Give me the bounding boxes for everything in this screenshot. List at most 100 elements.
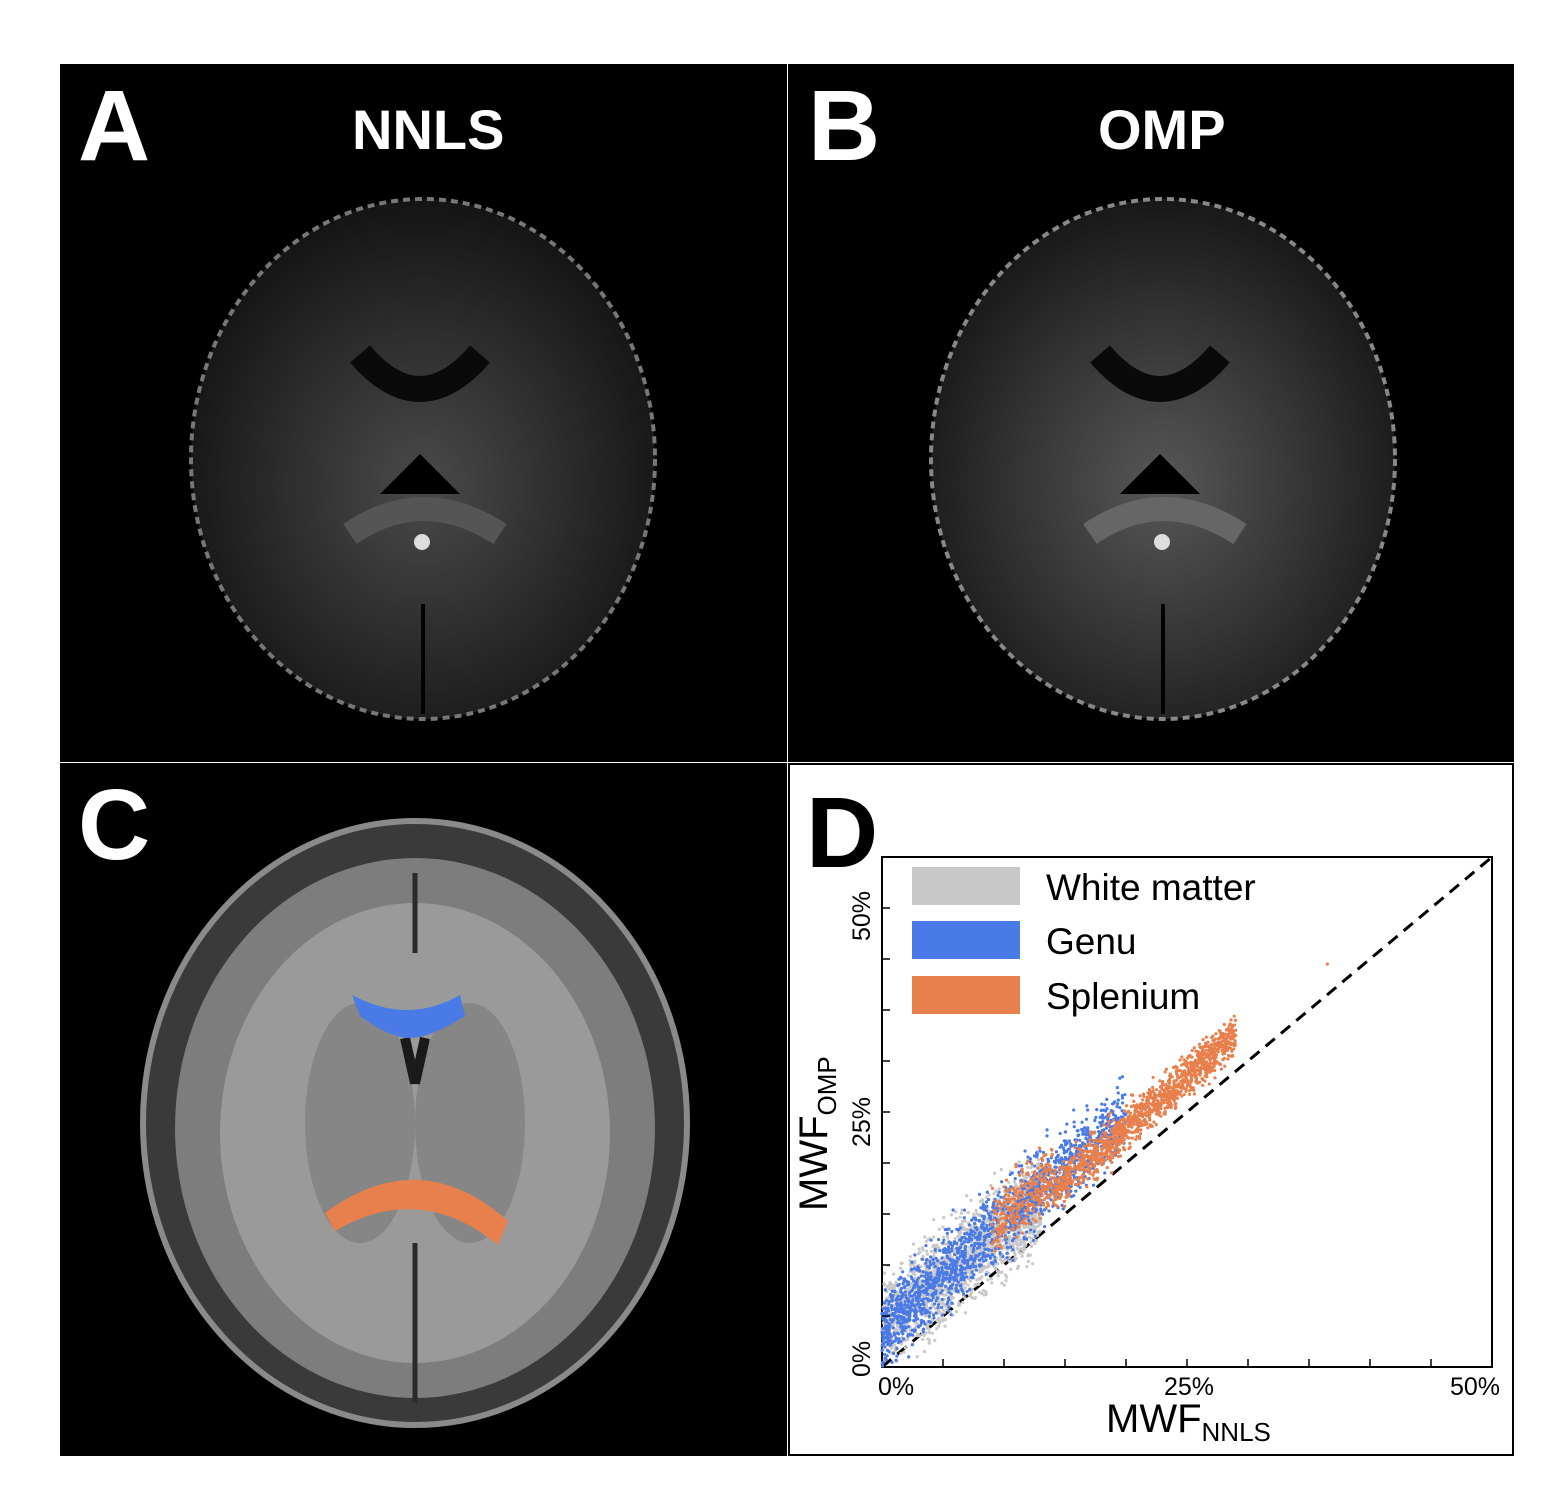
data-point-splenium bbox=[1058, 1175, 1062, 1180]
data-point-genu bbox=[907, 1355, 911, 1359]
data-point-splenium bbox=[1064, 1183, 1068, 1187]
data-point-splenium bbox=[1163, 1106, 1167, 1110]
data-point-genu bbox=[1083, 1132, 1087, 1136]
data-point-splenium bbox=[1210, 1042, 1214, 1047]
data-point-splenium bbox=[1232, 1014, 1236, 1018]
data-point-genu bbox=[947, 1266, 951, 1270]
data-point-genu bbox=[902, 1286, 907, 1290]
data-point-genu bbox=[917, 1288, 921, 1292]
data-point-splenium bbox=[1056, 1178, 1060, 1182]
data-point-splenium bbox=[1136, 1120, 1141, 1124]
data-point-genu bbox=[1072, 1125, 1076, 1129]
data-point-genu bbox=[1115, 1105, 1119, 1109]
data-point-genu bbox=[1111, 1110, 1115, 1114]
data-point-white-matter bbox=[912, 1261, 917, 1265]
data-point-splenium bbox=[1169, 1093, 1174, 1097]
data-point-white-matter bbox=[1036, 1158, 1041, 1162]
data-point-splenium bbox=[1152, 1107, 1156, 1111]
data-point-splenium bbox=[1047, 1184, 1051, 1188]
data-point-genu bbox=[920, 1284, 924, 1288]
data-point-splenium bbox=[996, 1232, 1000, 1237]
data-point-genu bbox=[930, 1293, 934, 1297]
data-point-splenium bbox=[1066, 1165, 1070, 1169]
scatter-plot bbox=[880, 855, 1493, 1369]
data-point-white-matter bbox=[1024, 1176, 1029, 1180]
data-point-splenium bbox=[1175, 1089, 1179, 1093]
data-point-splenium bbox=[1151, 1095, 1156, 1099]
data-point-white-matter bbox=[895, 1324, 900, 1328]
data-point-genu bbox=[955, 1250, 959, 1254]
data-point-genu bbox=[916, 1276, 921, 1280]
data-point-white-matter bbox=[899, 1266, 903, 1270]
panel-c-t1-segmentation: C bbox=[60, 763, 787, 1456]
data-point-genu bbox=[941, 1313, 945, 1317]
data-point-white-matter bbox=[997, 1187, 1001, 1191]
data-point-genu bbox=[901, 1291, 905, 1296]
data-point-splenium bbox=[1103, 1145, 1107, 1150]
data-point-splenium bbox=[1222, 1050, 1226, 1054]
data-point-genu bbox=[884, 1299, 889, 1303]
data-point-genu bbox=[912, 1293, 917, 1297]
data-point-genu bbox=[957, 1238, 962, 1242]
data-point-splenium bbox=[1204, 1071, 1208, 1075]
data-point-splenium bbox=[1093, 1158, 1097, 1162]
data-point-genu bbox=[923, 1279, 928, 1283]
data-point-splenium bbox=[1044, 1205, 1048, 1209]
data-point-genu bbox=[949, 1313, 953, 1317]
data-point-white-matter bbox=[1020, 1248, 1024, 1252]
data-point-genu bbox=[959, 1283, 963, 1287]
data-point-white-matter bbox=[913, 1273, 917, 1277]
data-point-white-matter bbox=[926, 1337, 930, 1341]
data-point-white-matter bbox=[963, 1311, 967, 1315]
data-point-genu bbox=[970, 1238, 974, 1242]
data-point-splenium bbox=[1038, 1190, 1042, 1194]
data-point-genu bbox=[924, 1296, 929, 1301]
data-point-genu bbox=[952, 1240, 957, 1244]
data-point-genu bbox=[1120, 1075, 1125, 1079]
data-point-genu bbox=[947, 1276, 952, 1280]
data-point-splenium bbox=[1067, 1170, 1071, 1174]
data-point-splenium bbox=[1026, 1205, 1030, 1209]
data-point-genu bbox=[919, 1274, 923, 1278]
data-point-white-matter bbox=[975, 1278, 979, 1282]
data-point-white-matter bbox=[935, 1243, 939, 1247]
data-point-white-matter bbox=[977, 1276, 981, 1281]
data-point-genu bbox=[1091, 1183, 1096, 1187]
data-point-splenium bbox=[1167, 1077, 1172, 1082]
data-point-genu bbox=[1041, 1150, 1046, 1155]
data-point-genu bbox=[881, 1326, 885, 1331]
data-point-genu bbox=[909, 1268, 914, 1272]
data-point-white-matter bbox=[941, 1302, 946, 1306]
data-point-genu bbox=[1022, 1186, 1026, 1191]
data-point-genu bbox=[1000, 1180, 1004, 1184]
data-point-genu bbox=[913, 1253, 917, 1257]
data-point-splenium bbox=[1028, 1192, 1032, 1196]
data-point-splenium bbox=[1159, 1084, 1164, 1088]
data-point-splenium bbox=[994, 1227, 998, 1232]
data-point-genu bbox=[934, 1256, 938, 1260]
data-point-splenium bbox=[1223, 1064, 1227, 1068]
data-point-genu bbox=[924, 1290, 928, 1294]
data-point-genu bbox=[902, 1337, 906, 1341]
data-point-genu bbox=[887, 1302, 891, 1306]
data-point-splenium bbox=[1124, 1104, 1129, 1108]
data-point-genu bbox=[1009, 1245, 1013, 1249]
data-point-splenium bbox=[1067, 1161, 1071, 1165]
data-point-white-matter bbox=[1028, 1231, 1032, 1235]
data-point-genu bbox=[954, 1283, 959, 1287]
data-point-genu bbox=[928, 1271, 932, 1275]
data-point-white-matter bbox=[908, 1262, 912, 1267]
data-point-genu bbox=[1078, 1138, 1082, 1142]
data-point-genu bbox=[948, 1263, 952, 1267]
data-point-genu bbox=[927, 1319, 931, 1324]
data-point-splenium bbox=[1229, 1037, 1233, 1041]
data-point-splenium bbox=[1092, 1177, 1096, 1181]
data-point-splenium bbox=[1057, 1184, 1061, 1188]
data-point-white-matter bbox=[1018, 1228, 1023, 1232]
data-point-splenium bbox=[993, 1209, 997, 1213]
data-point-genu bbox=[1054, 1158, 1058, 1162]
data-point-genu bbox=[1028, 1157, 1033, 1161]
data-point-splenium bbox=[1168, 1099, 1172, 1103]
data-point-splenium bbox=[1173, 1102, 1177, 1106]
data-point-genu bbox=[1084, 1128, 1088, 1132]
